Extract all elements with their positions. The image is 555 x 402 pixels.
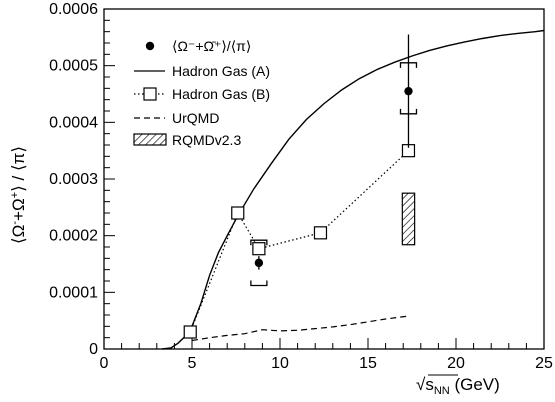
legend-label-data: ⟨Ω⁻+Ω̄⁺⟩/⟨π⟩ [172,38,251,54]
data-sys-bracket-top [250,239,268,246]
y-tick-label: 0.0001 [49,284,98,301]
y-tick-labels: 0 0.0001 0.0002 0.0003 0.0004 0.0005 0.0006 [49,1,98,358]
series-urqmd-line [191,315,409,342]
legend-label-urqmd: UrQMD [172,110,219,126]
y-tick-label: 0.0005 [49,58,98,75]
series-hadron-gas-b-point [183,325,197,339]
legend-marker-data [145,41,155,51]
series-rqmd-box [401,192,416,246]
series-hadron-gas-a-line [162,29,545,350]
data-point [254,258,264,268]
x-tick-label: 25 [535,355,553,372]
x-axis-title: √sNN (GeV) [416,375,500,397]
x-tick-label: 0 [100,355,109,372]
y-tick-label: 0.0003 [49,171,98,188]
series-hadron-gas-b-point [231,206,245,220]
y-tick-label: 0.0002 [49,228,98,245]
x-tick-label: 20 [447,355,465,372]
y-tick-label: 0 [89,341,98,358]
legend-marker-rqmd [133,133,167,146]
series-hadron-gas-b-point [252,242,266,256]
legend-label-hadron-gas-b: Hadron Gas (B) [172,86,270,102]
plot-frame [103,8,545,350]
data-sys-bracket-bottom [250,280,268,287]
legend-marker-hadron-gas-b [143,87,157,101]
legend: ⟨Ω⁻+Ω̄⁺⟩/⟨π⟩ Hadron Gas (A) Hadron Gas (… [133,38,270,148]
x-tick-label: 10 [271,355,289,372]
legend-label-rqmd: RQMDv2.3 [172,132,241,148]
legend-label-hadron-gas-a: Hadron Gas (A) [172,63,270,79]
x-tick-label: 5 [188,355,197,372]
x-tick-labels: 0 5 10 15 20 25 [100,355,553,372]
y-axis-title: ⟨Ω-+Ω+⟩ / ⟨π⟩ [9,146,28,244]
series-layer [162,29,545,350]
y-tick-label: 0.0004 [49,114,98,131]
series-hadron-gas-b-line [189,150,409,333]
y-tick-label: 0.0006 [49,1,98,18]
series-hadron-gas-b-point [313,226,328,240]
axis-ticks [103,8,545,350]
data-point [404,86,413,96]
x-tick-label: 15 [359,355,377,372]
